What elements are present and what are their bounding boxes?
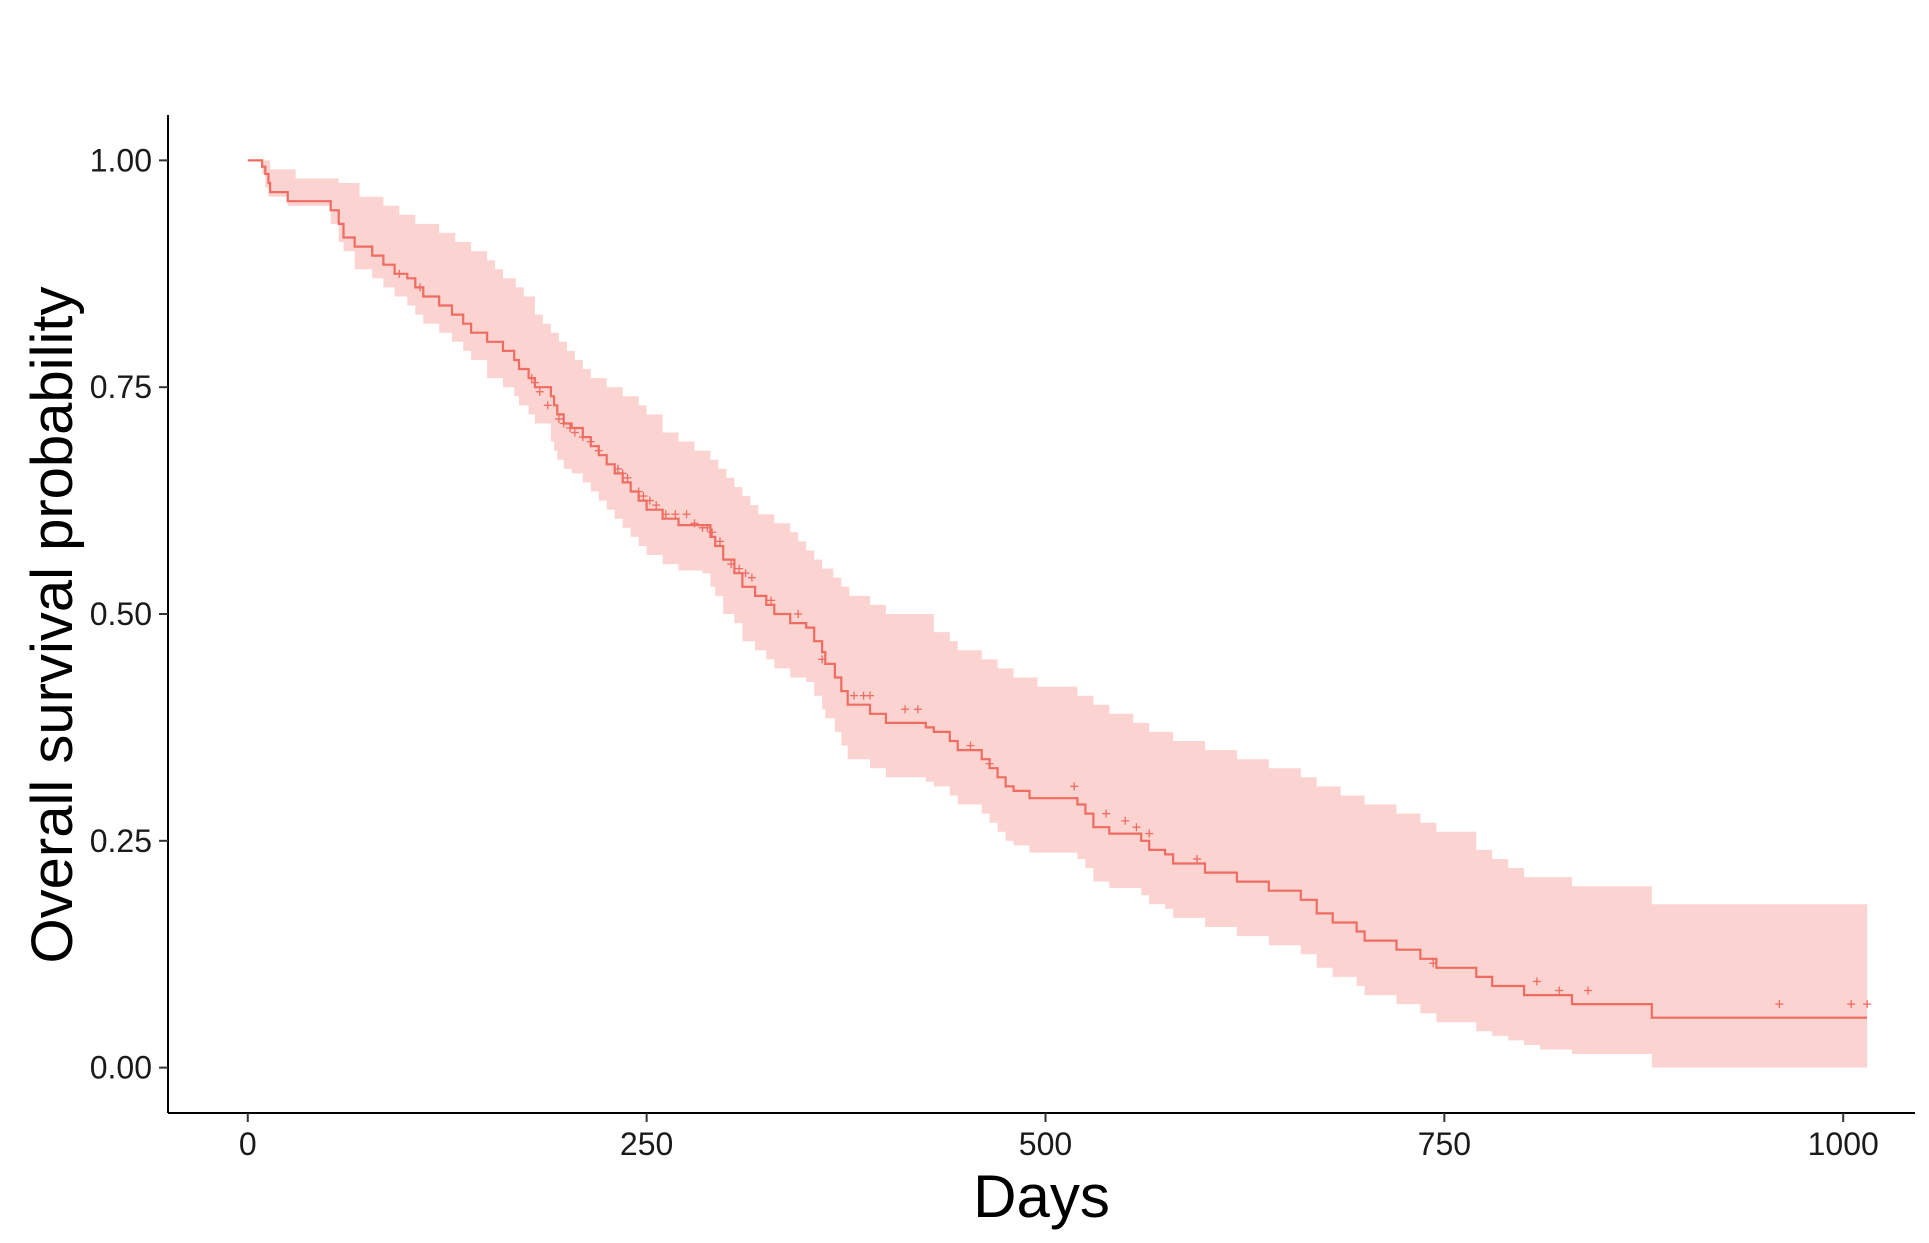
censor-mark [913,705,922,714]
censor-mark [767,596,776,605]
censor-mark [618,469,627,478]
censor-mark [708,528,717,537]
axes: 0.00 0.25 0.50 0.75 1.00 0 250 500 750 1000 [90,115,1915,1162]
censor-mark [1102,809,1111,818]
censor-mark [1121,816,1130,825]
censor-mark [966,741,975,750]
censor-mark [416,283,425,292]
y-tick-label: 0.00 [90,1050,152,1086]
censor-mark [703,523,712,532]
censor-mark [865,691,874,700]
censor-mark [1583,986,1592,995]
censor-mark [1555,986,1564,995]
survival-curve [247,159,1868,1019]
censor-mark [671,510,680,519]
censor-mark [850,691,859,700]
censor-mark [535,387,544,396]
censor-mark [566,424,575,433]
censor-mark [1070,782,1079,791]
confidence-band [247,160,1868,1068]
y-axis-title: Overall survival probability [20,287,85,964]
censor-mark [559,419,568,428]
censor-mark [645,496,654,505]
censor-mark [1532,977,1541,986]
censor-mark [1847,1000,1856,1009]
censor-mark [741,569,750,578]
confidence-band-layer [247,160,1868,1068]
censor-mark [716,537,725,546]
censor-mark [652,501,661,510]
censor-mark [682,510,691,519]
censor-mark [613,464,622,473]
censor-mark [623,473,632,482]
censor-mark [570,428,579,437]
censor-mark [1429,959,1438,968]
censor-mark [690,519,699,528]
x-tick-label: 250 [620,1126,673,1162]
x-tick-label: 750 [1418,1126,1471,1162]
x-tick-label: 1000 [1808,1126,1879,1162]
censor-mark [794,610,803,618]
censor-mark [1145,829,1154,838]
censor-mark [530,378,539,387]
x-axis-title: Days [973,1163,1110,1230]
censor-mark [395,269,404,278]
censor-marks-layer [395,269,1872,1009]
x-tick-label: 0 [239,1126,257,1162]
censor-mark [661,510,670,519]
censor-mark [727,560,736,569]
censor-mark [543,401,552,410]
censor-mark [1863,1000,1872,1009]
x-tick-label: 500 [1019,1126,1072,1162]
censor-mark [735,564,744,573]
y-tick-label: 0.75 [90,369,152,405]
y-tick-label: 0.25 [90,823,152,859]
censor-mark [1775,1000,1784,1009]
censor-mark [1193,854,1202,863]
censor-mark [747,573,756,582]
censor-mark [818,655,827,664]
censor-mark [639,492,648,501]
censor-mark [1132,823,1141,832]
y-tick-label: 0.50 [90,596,152,632]
y-tick-label: 1.00 [90,142,152,178]
censor-mark [554,414,563,423]
censor-mark [527,374,536,383]
censor-mark [901,705,910,714]
censor-mark [578,433,587,442]
censor-mark [586,437,595,446]
censor-mark [594,446,603,455]
censor-mark [634,487,643,496]
censor-mark [985,759,994,768]
survival-curve-layer [247,159,1868,1019]
